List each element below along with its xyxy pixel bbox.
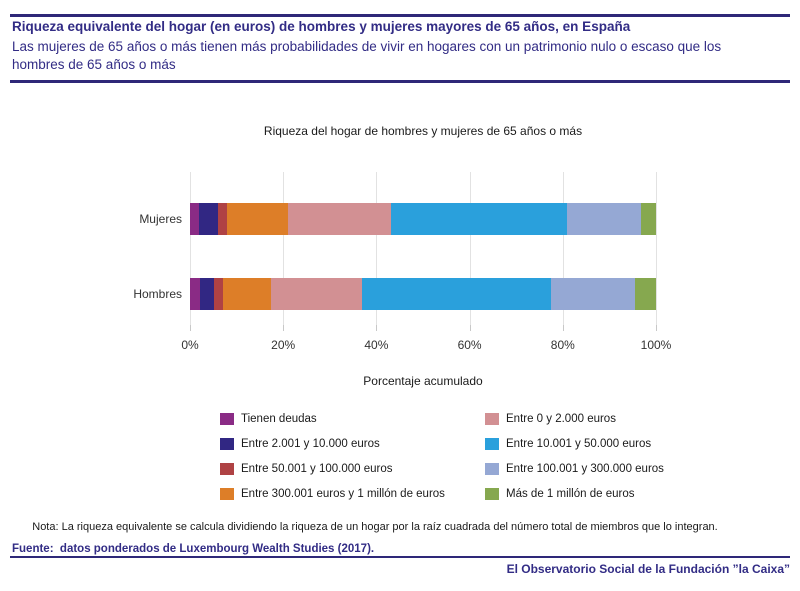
x-tick-label: 100% <box>640 338 672 352</box>
legend-label: Más de 1 millón de euros <box>506 487 635 500</box>
x-tick-mark <box>190 325 191 331</box>
legend-item: Entre 50.001 y 100.000 euros <box>220 456 485 481</box>
x-tick-mark <box>469 325 471 331</box>
bar-segment <box>199 278 214 310</box>
bar-row-mujeres <box>190 203 656 235</box>
bar-segment <box>190 278 200 310</box>
note-text: Nota: La riqueza equivalente se calcula … <box>32 521 718 533</box>
legend-swatch <box>220 487 234 500</box>
legend-swatch <box>220 462 234 475</box>
bar-segment <box>199 203 219 235</box>
bar-segment <box>190 203 200 235</box>
x-tick-label: 80% <box>550 338 575 352</box>
legend-swatch <box>485 437 499 450</box>
legend-swatch <box>485 462 499 475</box>
page-subtitle: Las mujeres de 65 años o más tienen más … <box>12 39 722 72</box>
gridline <box>190 172 191 325</box>
plot-area <box>190 172 657 325</box>
legend-swatch <box>485 412 499 425</box>
legend-item: Entre 100.001 y 300.000 euros <box>485 456 664 481</box>
bar-segment <box>640 203 656 235</box>
bar-segment <box>566 203 641 235</box>
x-axis-label: Porcentaje acumulado <box>363 374 483 388</box>
legend-label: Entre 2.001 y 10.000 euros <box>241 437 380 450</box>
page-title: Riqueza equivalente del hogar (en euros)… <box>12 19 631 34</box>
legend-item: Entre 2.001 y 10.000 euros <box>220 431 485 456</box>
bar-segment <box>223 278 271 310</box>
gridline <box>283 172 285 325</box>
source-text: Fuente: datos ponderados de Luxembourg W… <box>12 543 375 555</box>
bar-segment <box>213 278 224 310</box>
x-tick-label: 40% <box>364 338 389 352</box>
legend-column: Tienen deudas Entre 2.001 y 10.000 euros E… <box>220 406 485 506</box>
legend-item: Entre 300.001 euros y 1 millón de euros <box>220 481 485 506</box>
bar-segment <box>227 203 288 235</box>
gridline <box>376 172 378 325</box>
legend-swatch <box>220 412 234 425</box>
legend: Tienen deudas Entre 2.001 y 10.000 euros E… <box>220 406 664 506</box>
footer-brand: El Observatorio Social de la Fundación ”… <box>506 562 790 576</box>
bar-row-hombres <box>190 278 656 310</box>
legend-label: Entre 0 y 2.000 euros <box>506 412 616 425</box>
footer-rule <box>10 556 790 558</box>
header-bottom-rule <box>10 80 790 83</box>
header-top-rule <box>10 14 790 17</box>
bar-segment <box>270 278 363 310</box>
legend-label: Tienen deudas <box>241 412 317 425</box>
legend-item: Tienen deudas <box>220 406 485 431</box>
gridline <box>656 172 657 325</box>
legend-column: Entre 0 y 2.000 euros Entre 10.001 y 50.0… <box>485 406 664 506</box>
category-label: Mujeres <box>139 212 182 226</box>
legend-item: Entre 0 y 2.000 euros <box>485 406 664 431</box>
x-tick-label: 20% <box>271 338 296 352</box>
category-label: Hombres <box>133 287 182 301</box>
x-tick-mark <box>283 325 285 331</box>
legend-label: Entre 10.001 y 50.000 euros <box>506 437 652 450</box>
x-tick-mark <box>562 325 564 331</box>
legend-label: Entre 50.001 y 100.000 euros <box>241 462 393 475</box>
legend-item: Más de 1 millón de euros <box>485 481 664 506</box>
x-tick-mark <box>656 325 657 331</box>
legend-swatch <box>485 487 499 500</box>
chart-title: Riqueza del hogar de hombres y mujeres d… <box>263 124 583 138</box>
gridline <box>562 172 564 325</box>
legend-label: Entre 100.001 y 300.000 euros <box>506 462 664 475</box>
bar-segment <box>218 203 228 235</box>
bar-segment <box>634 278 656 310</box>
x-tick-label: 60% <box>457 338 482 352</box>
bar-segment <box>362 278 551 310</box>
x-tick-label: 0% <box>181 338 199 352</box>
gridline <box>469 172 471 325</box>
bar-segment <box>550 278 635 310</box>
legend-label: Entre 300.001 euros y 1 millón de euros <box>241 487 445 500</box>
legend-swatch <box>220 437 234 450</box>
legend-item: Entre 10.001 y 50.000 euros <box>485 431 664 456</box>
bar-segment <box>287 203 391 235</box>
bar-segment <box>390 203 567 235</box>
x-tick-mark <box>376 325 378 331</box>
